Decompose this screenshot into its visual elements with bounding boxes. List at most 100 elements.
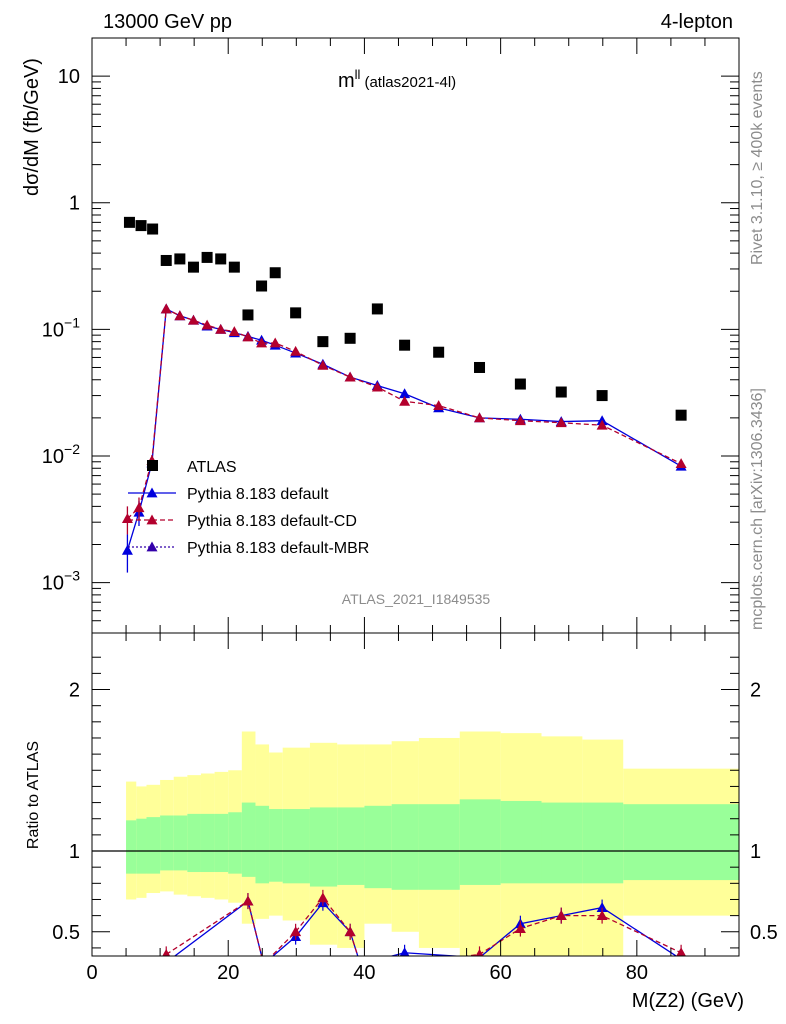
ratio-band-inner — [364, 805, 392, 889]
analysis-id: ATLAS_2021_I1849535 — [342, 591, 491, 607]
ratio-band-inner — [126, 820, 137, 874]
ratio-band-inner — [582, 802, 624, 884]
x-tick-label: 60 — [490, 962, 512, 984]
ratio-band-inner — [241, 802, 256, 877]
ratio-ylabel: Ratio to ATLAS — [25, 741, 42, 849]
mcplots-label: mcplots.cern.ch [arXiv:1306.3436] — [749, 388, 766, 630]
data-point-atlas — [201, 251, 213, 263]
observable-title: mll (atlas2021-4l) — [338, 67, 456, 92]
ratio-band-inner — [255, 805, 270, 884]
point-cd — [433, 400, 445, 410]
x-tick-label: 40 — [353, 962, 375, 984]
ratio-ytick-label: 0.5 — [52, 922, 80, 944]
observable-sub: (atlas2021-4l) — [364, 74, 456, 91]
point-cd — [269, 337, 281, 348]
ratio-band-inner — [309, 807, 338, 887]
data-point-atlas — [344, 332, 356, 344]
point-cd — [344, 371, 356, 382]
point-cd — [256, 337, 268, 348]
point-cd — [215, 323, 227, 334]
observable-main: m — [338, 70, 355, 92]
point-default — [121, 544, 133, 555]
point-cd — [675, 458, 687, 469]
ratio-series-clip — [162, 889, 686, 956]
main-series-layer — [121, 216, 687, 573]
ratio-point-cd — [317, 892, 329, 903]
data-point-atlas — [555, 386, 567, 398]
point-cd — [555, 417, 567, 428]
ratio-ytick-label: 2 — [69, 680, 80, 702]
point-cd — [160, 303, 172, 314]
data-point-atlas — [256, 280, 268, 292]
main-ytick-label: 1 — [69, 193, 80, 215]
main-ytick-exp: −3 — [64, 568, 80, 584]
x-axis-label: M(Z2) (GeV) — [632, 990, 744, 1012]
main-ytick-base: 10 — [58, 66, 80, 88]
data-point-atlas — [160, 254, 172, 266]
legend-label-mbr: Pythia 8.183 default-MBR — [187, 540, 369, 557]
point-cd — [371, 381, 383, 392]
ratio-band-inner — [200, 813, 215, 873]
data-point-atlas — [215, 253, 227, 265]
ratio-point-cd — [596, 910, 608, 921]
ratio-band-inner — [136, 818, 147, 874]
data-point-atlas — [371, 303, 383, 315]
point-default — [399, 388, 411, 399]
point-cd — [187, 314, 199, 325]
x-tick-label: 0 — [86, 962, 97, 984]
ratio-band-inner — [228, 812, 242, 874]
data-point-atlas — [228, 261, 240, 273]
ratio-axes: 0.5 0.51 12 20 20 40 60 80 — [52, 633, 778, 984]
main-ytick-label: 10−2 — [42, 441, 80, 468]
data-point-atlas — [174, 253, 186, 265]
ratio-band-inner — [500, 800, 542, 884]
ratio-band-inner — [541, 802, 583, 884]
main-ytick-exp: −2 — [64, 441, 80, 457]
ratio-band-inner — [418, 804, 460, 890]
ratio-point-cd — [162, 948, 171, 956]
ratio-band-inner — [146, 817, 161, 874]
ratio-band-inner — [269, 809, 283, 882]
ratio-point-cd — [290, 926, 302, 937]
ratio-ytick-label-right: 0.5 — [750, 922, 778, 944]
point-cd — [399, 395, 411, 406]
ratio-band-inner — [391, 804, 419, 890]
ratio-band-layer — [92, 731, 739, 956]
main-ytick-base: 10 — [42, 319, 64, 341]
data-point-atlas — [123, 216, 135, 228]
main-ytick-label: 10−3 — [42, 568, 80, 595]
data-point-atlas — [399, 339, 411, 351]
observable-sup: ll — [355, 67, 361, 82]
ratio-point-cd — [676, 947, 686, 956]
legend-marker-cd — [146, 514, 158, 525]
data-point-atlas — [269, 267, 281, 279]
main-ytick-label: 10 — [58, 66, 80, 88]
point-cd — [228, 326, 240, 337]
data-point-atlas — [147, 223, 159, 235]
ratio-band-inner — [214, 813, 229, 873]
data-point-atlas — [514, 378, 526, 390]
data-point-atlas — [290, 307, 302, 319]
ratio-band-inner — [160, 815, 174, 871]
ratio-frame — [91, 632, 740, 957]
legend-marker-default — [146, 487, 158, 498]
data-point-atlas — [242, 309, 254, 321]
point-cd — [174, 310, 186, 321]
point-cd — [290, 345, 302, 356]
data-point-atlas — [187, 261, 199, 273]
legend-label-data: ATLAS — [187, 459, 237, 476]
ratio-point-cd — [555, 910, 567, 921]
main-ytick-base: 10 — [42, 446, 64, 468]
main-ylabel: dσ/dM (fb/GeV) — [21, 58, 43, 196]
point-cd — [242, 331, 254, 342]
data-point-atlas — [317, 336, 329, 348]
data-point-atlas — [596, 390, 608, 402]
ratio-ytick-label: 1 — [69, 841, 80, 863]
x-tick-label: 20 — [217, 962, 239, 984]
ratio-ytick-label-right: 2 — [750, 680, 761, 702]
legend: ATLAS Pythia 8.183 default Pythia 8.183 de… — [128, 459, 369, 557]
energy-label: 13000 GeV pp — [103, 11, 232, 33]
x-tick-label: 80 — [626, 962, 648, 984]
